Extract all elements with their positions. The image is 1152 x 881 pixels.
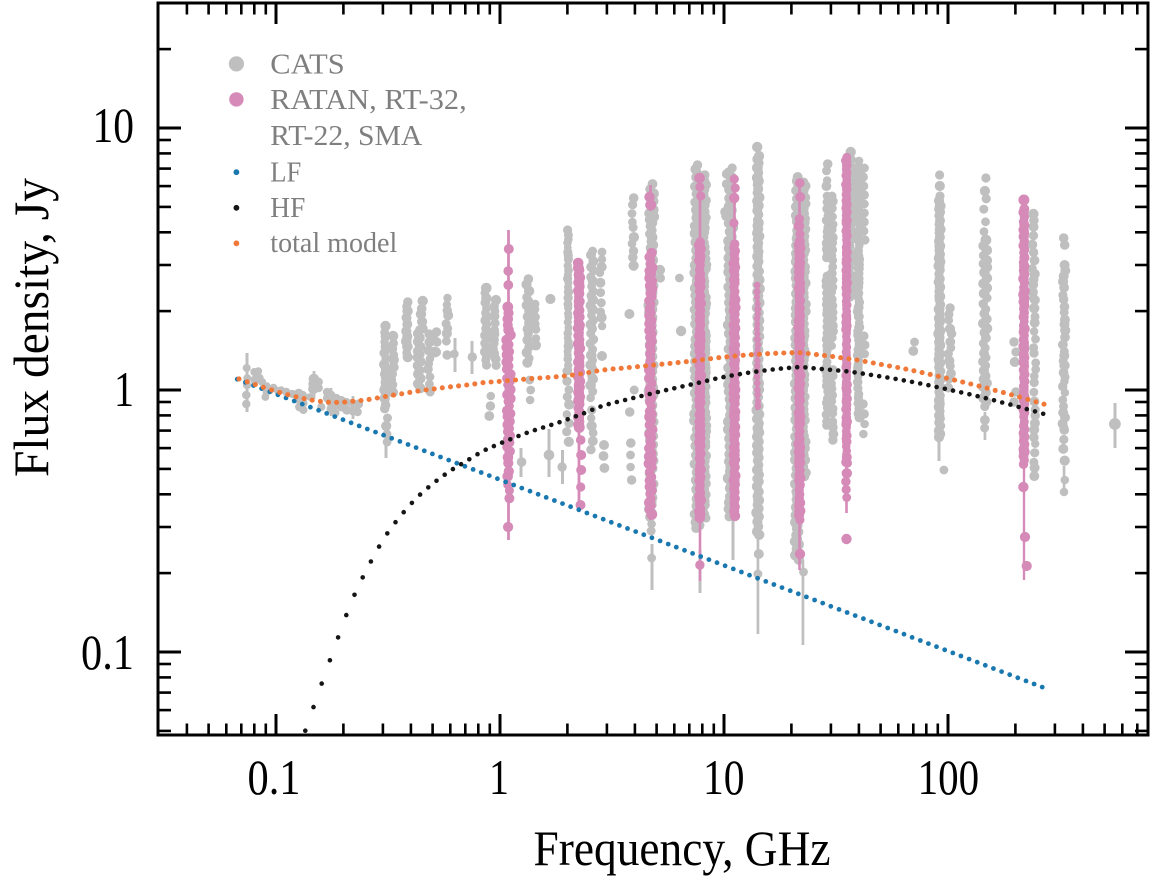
- svg-text:100: 100: [918, 749, 980, 805]
- svg-text:10: 10: [93, 97, 135, 153]
- svg-text:CATS: CATS: [270, 48, 344, 80]
- svg-text:0.1: 0.1: [248, 749, 301, 805]
- svg-text:Frequency, GHz: Frequency, GHz: [534, 820, 831, 876]
- svg-text:total model: total model: [270, 227, 397, 259]
- svg-text:RT-22, SMA: RT-22, SMA: [270, 120, 422, 152]
- svg-text:10: 10: [703, 749, 745, 805]
- svg-text:1: 1: [114, 361, 134, 417]
- svg-text:Flux density, Jy: Flux density, Jy: [3, 178, 59, 477]
- svg-text:RATAN, RT-32,: RATAN, RT-32,: [270, 84, 466, 116]
- svg-text:1: 1: [489, 749, 509, 805]
- svg-text:0.1: 0.1: [81, 624, 134, 680]
- svg-text:HF: HF: [270, 192, 305, 224]
- svg-text:LF: LF: [270, 156, 301, 188]
